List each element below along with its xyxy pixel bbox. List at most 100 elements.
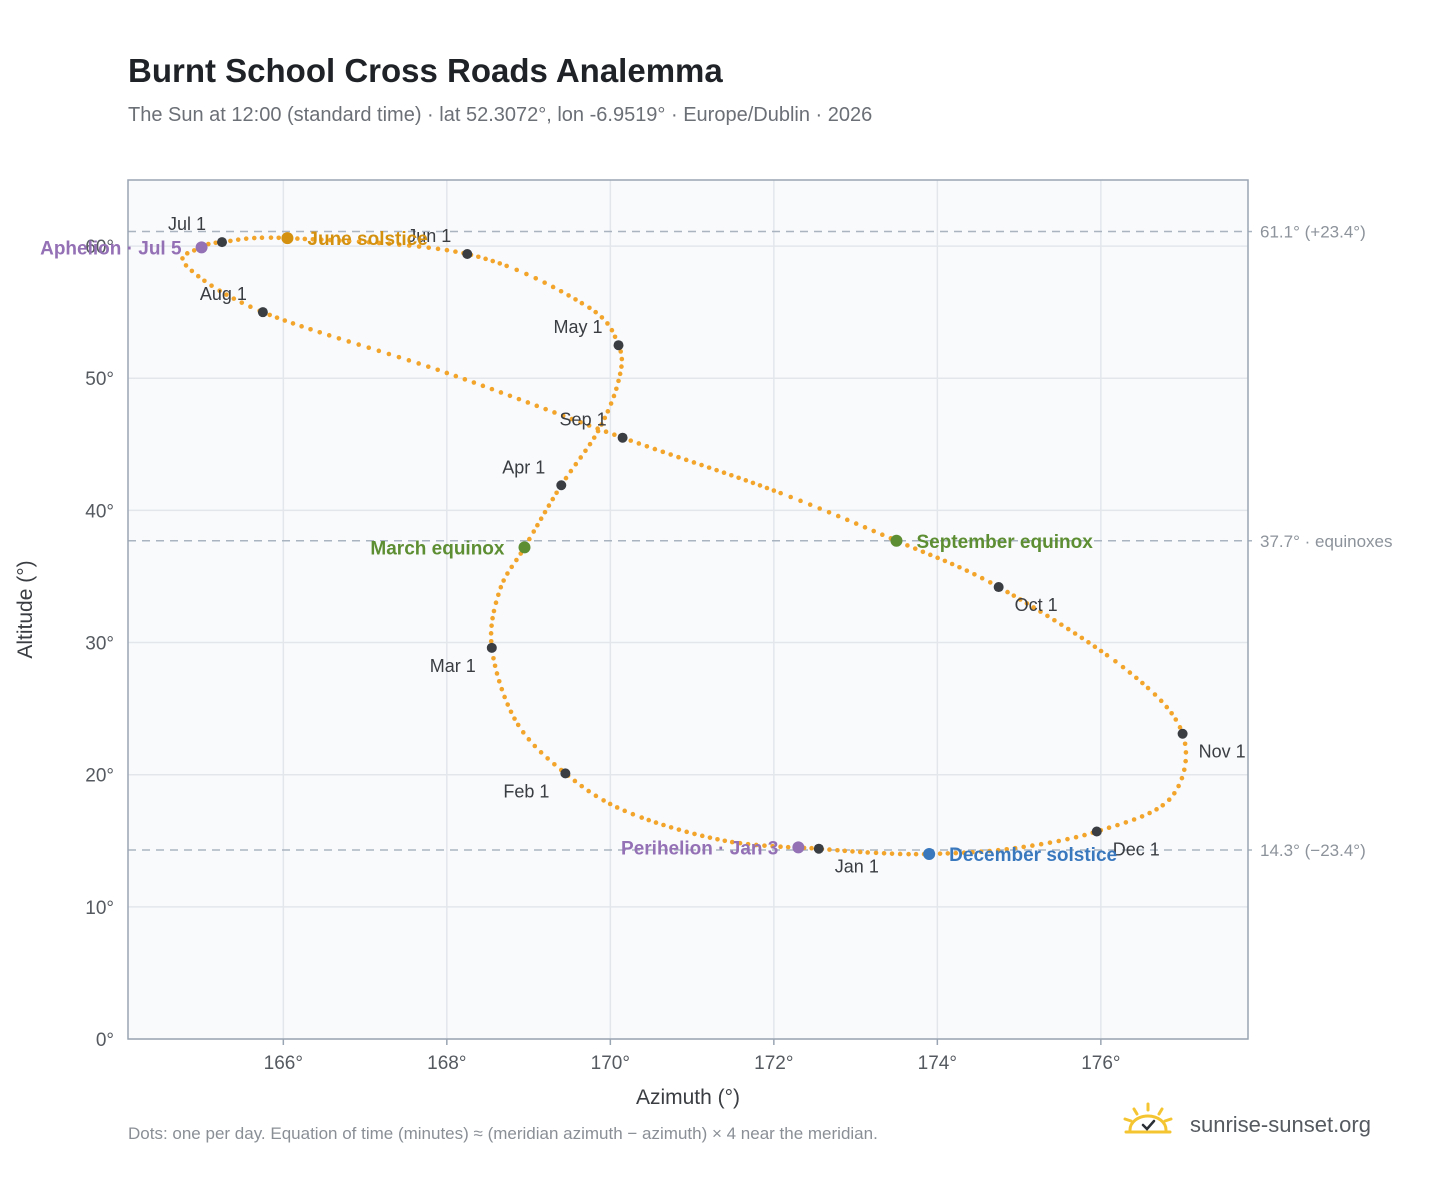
- month-label: Jul 1: [168, 214, 206, 234]
- day-dot: [416, 361, 421, 366]
- x-axis-label: Azimuth (°): [636, 1086, 740, 1109]
- day-dot: [964, 568, 970, 573]
- day-dot: [534, 403, 540, 409]
- day-dot: [502, 694, 507, 700]
- day-dot: [453, 249, 458, 254]
- day-dot: [524, 271, 529, 277]
- day-dot: [563, 475, 569, 481]
- day-dot: [516, 396, 522, 402]
- day-dot: [195, 273, 201, 279]
- day-dot: [558, 288, 564, 294]
- y-tick-label: 50°: [85, 369, 114, 390]
- day-dot: [842, 848, 848, 854]
- day-dot: [835, 847, 840, 853]
- day-dot: [614, 805, 620, 810]
- day-dot: [444, 247, 450, 253]
- day-dot: [745, 841, 751, 847]
- day-dot: [1115, 822, 1120, 828]
- day-dot: [217, 288, 222, 294]
- day-dot: [505, 702, 510, 707]
- day-dot: [970, 849, 975, 855]
- day-dot: [1166, 797, 1172, 802]
- day-dot: [628, 438, 634, 443]
- event-label: Aphelion · Jul 5: [40, 238, 182, 259]
- day-dot: [1086, 640, 1091, 645]
- day-dot: [276, 235, 282, 241]
- day-dot: [515, 722, 521, 728]
- day-dot: [489, 623, 494, 628]
- day-dot: [1059, 622, 1064, 627]
- x-tick-label: 166°: [264, 1053, 303, 1074]
- day-dot: [282, 318, 288, 323]
- day-dot: [809, 845, 814, 851]
- day-dot: [586, 788, 591, 794]
- day-dot: [987, 848, 992, 854]
- day-dot: [586, 423, 592, 428]
- day-dot: [880, 532, 885, 538]
- day-dot: [593, 309, 598, 315]
- day-dot: [290, 321, 296, 326]
- day-dot: [729, 839, 735, 845]
- day-dot: [554, 490, 559, 496]
- day-dot: [646, 817, 652, 823]
- day-dot: [542, 280, 547, 285]
- day-dot: [653, 820, 659, 825]
- day-dot: [1179, 775, 1185, 781]
- day-dot: [302, 236, 308, 242]
- reference-line-label: 61.1° (+23.4°): [1260, 223, 1366, 242]
- day-dot: [471, 380, 477, 385]
- day-dot: [853, 521, 859, 526]
- day-dot: [496, 592, 501, 598]
- sun-logo-icon: [1123, 1102, 1173, 1134]
- day-dot: [608, 401, 614, 406]
- day-dot: [498, 390, 504, 395]
- day-dot: [722, 838, 728, 844]
- event-label: June solstice: [307, 229, 427, 250]
- day-dot: [619, 364, 624, 369]
- day-dot: [224, 292, 229, 297]
- day-dot: [850, 849, 855, 854]
- chart-subtitle: The Sun at 12:00 (standard time) · lat 5…: [128, 104, 873, 126]
- x-tick-label: 176°: [1081, 1053, 1120, 1074]
- brand: sunrise-sunset.org: [1120, 1100, 1420, 1150]
- day-dot: [714, 467, 719, 473]
- y-axis-label: Altitude (°): [14, 560, 37, 658]
- day-dot: [406, 358, 412, 363]
- day-dot: [601, 798, 606, 803]
- day-dot: [386, 351, 392, 357]
- day-dot: [995, 847, 1001, 853]
- day-dot: [504, 263, 509, 269]
- day-dot: [543, 406, 548, 412]
- day-dot: [268, 235, 274, 240]
- event-label: March equinox: [370, 538, 505, 559]
- day-dot: [1169, 710, 1174, 716]
- day-dot: [1052, 617, 1057, 623]
- day-dot: [1082, 832, 1087, 838]
- day-dot: [599, 315, 605, 320]
- month-marker: [1091, 826, 1102, 837]
- day-dot: [336, 336, 342, 341]
- day-dot: [356, 239, 362, 244]
- day-dot: [771, 488, 777, 493]
- day-dot: [525, 400, 531, 405]
- day-dot: [1154, 807, 1159, 812]
- day-dot: [579, 300, 585, 306]
- day-dot: [426, 245, 432, 250]
- day-dot: [684, 829, 689, 835]
- day-dot: [692, 831, 697, 837]
- day-dot: [462, 377, 468, 382]
- day-dot: [267, 312, 272, 318]
- day-dot: [492, 663, 498, 669]
- day-dot: [416, 244, 422, 249]
- day-dot: [274, 315, 280, 320]
- month-label: Aug 1: [200, 284, 247, 304]
- day-dot: [668, 452, 673, 457]
- day-dot: [920, 549, 926, 555]
- day-dot: [295, 236, 300, 241]
- day-dot: [494, 671, 500, 676]
- y-tick-label: 60°: [85, 237, 114, 258]
- day-dot: [1092, 644, 1098, 650]
- day-dot: [538, 516, 544, 522]
- event-marker: [195, 241, 208, 254]
- day-dot: [251, 235, 257, 241]
